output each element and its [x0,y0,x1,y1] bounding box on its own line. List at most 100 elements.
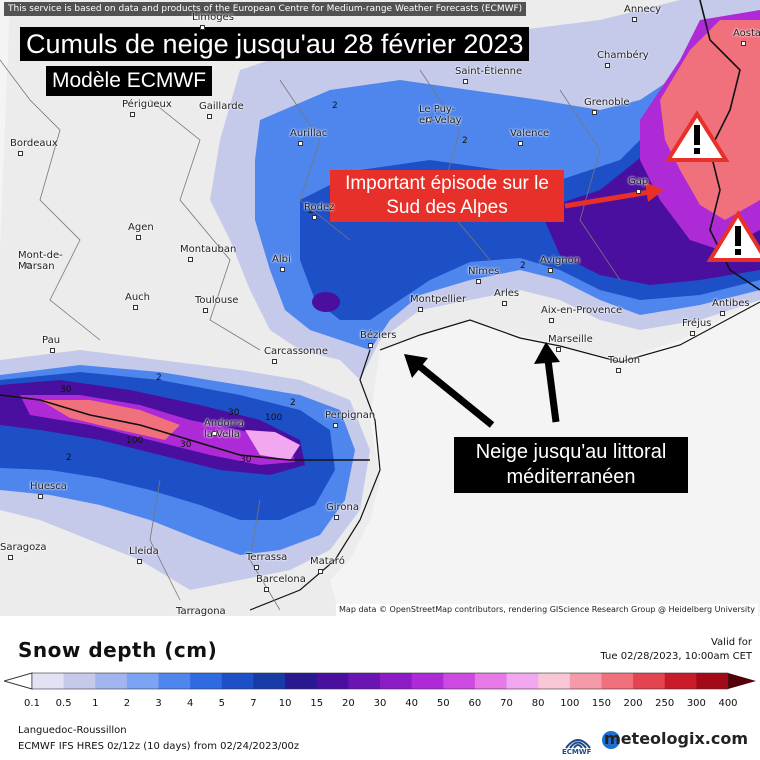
city-label: Perpignan [325,410,376,421]
city-marker [548,268,553,273]
map-data-credit: Map data © OpenStreetMap contributors, r… [336,604,758,616]
map-subtitle: Modèle ECMWF [46,66,213,96]
city-marker [207,114,212,119]
city-label: Fréjus [682,318,712,329]
city-marker [427,117,432,122]
scale-swatch [63,673,96,689]
scale-tick-label: 0.1 [24,698,40,709]
snow-zone-max-alps [660,20,760,220]
city-marker [200,25,205,30]
city-label: Agen [128,222,154,233]
city-marker [188,257,193,262]
region-border-3 [279,79,351,241]
city-marker [592,110,597,115]
city-marker [556,347,561,352]
contour-label: 2 [332,101,338,111]
region-border-5 [559,89,621,281]
city-label: Mataró [310,556,345,567]
city-marker [616,368,621,373]
city-label: Périgueux [122,99,172,110]
scale-tick-label: 30 [373,698,387,709]
city-label: Lleida [129,546,159,557]
model-run-label: ECMWF IFS HRES 0z/12z (10 days) from 02/… [18,741,300,752]
scale-tick-label: 1 [92,698,99,709]
region-border-1 [0,59,101,341]
city-marker [254,565,259,570]
scale-swatch [316,673,349,689]
scale-frame [31,672,729,690]
arrow-head-red [645,182,664,202]
city-label: Girona [326,502,360,513]
city-label: Saint-Étienne [455,66,523,77]
city-label: Aurillac [290,128,328,139]
contour-label: 30 [228,408,240,418]
city-label: Toulouse [195,295,239,306]
contour-label: 30 [180,440,192,450]
scale-min-arrow [4,672,33,690]
city-marker [312,215,317,220]
contour-label: 2 [66,453,72,463]
snow-map[interactable]: 2 2 2 2 2 2 30 30 100 100 30 30 2 [0,0,760,616]
ecmwf-logo-label: ECMWF [562,748,592,756]
contour-label: 2 [462,136,468,146]
legend-title: Snow depth (cm) [18,638,218,662]
city-label: Andorra la Vella [204,418,244,440]
city-label: Pau [42,335,61,346]
city-marker [720,311,725,316]
contour-label: 2 [290,398,296,408]
meteologix-brand[interactable]: meteologix.com [604,729,748,748]
valid-time: Tue 02/28/2023, 10:00am CET [600,651,752,662]
city-marker [298,141,303,146]
ecmwf-logo-icon [565,739,591,749]
scale-swatch [285,673,318,689]
scale-tick-label: 4 [186,698,194,709]
city-marker [50,348,55,353]
region-border-2 [149,99,261,351]
scale-tick-label: 300 [686,698,706,709]
ecmwf-credit: This service is based on data and produc… [4,2,527,16]
city-label: Chambéry [597,50,649,61]
city-label: Grenoble [584,97,630,108]
city-marker [264,587,269,592]
scale-swatch [474,673,508,689]
city-label: Annecy [624,4,662,15]
city-marker [8,555,13,560]
city-marker [502,301,507,306]
scale-swatch [696,673,729,689]
city-label: Aosta [733,28,760,39]
valid-time-block: Valid for Tue 02/28/2023, 10:00am CET [600,636,752,664]
city-marker [368,343,373,348]
city-marker [476,279,481,284]
city-marker [333,423,338,428]
city-label: Barcelona [256,574,306,585]
map-title: Cumuls de neige jusqu'au 28 février 2023 [20,27,530,61]
scale-swatch [506,673,539,689]
scale-tick-label: 15 [310,698,324,709]
city-marker [137,559,142,564]
city-marker [605,63,610,68]
scale-swatch [32,673,65,689]
annotation-arrow-left [415,362,495,428]
city-label: Gap [628,176,649,187]
city-label: Antibes [712,298,750,309]
arrow-head-left [404,354,428,378]
city-label: Limoges [192,12,234,23]
valid-label: Valid for [710,637,752,648]
annotation-arrow-right [544,359,560,423]
contour-label: 2 [520,261,526,271]
scale-swatch [158,673,191,689]
city-marker [136,235,141,240]
scale-tick-label: 80 [531,698,545,709]
region-border-7 [249,499,281,611]
city-marker [26,263,31,268]
contour-label: 30 [60,385,72,395]
scale-swatch [348,673,381,689]
city-label: Montpellier [410,294,467,305]
city-label: Tarragona [176,606,226,616]
city-marker [690,331,695,336]
city-marker [318,569,323,574]
city-label: Arles [494,288,520,299]
annotation-coast: Neige jusqu'au littoral méditerranéen [454,437,688,493]
city-label: Marseille [548,334,593,345]
